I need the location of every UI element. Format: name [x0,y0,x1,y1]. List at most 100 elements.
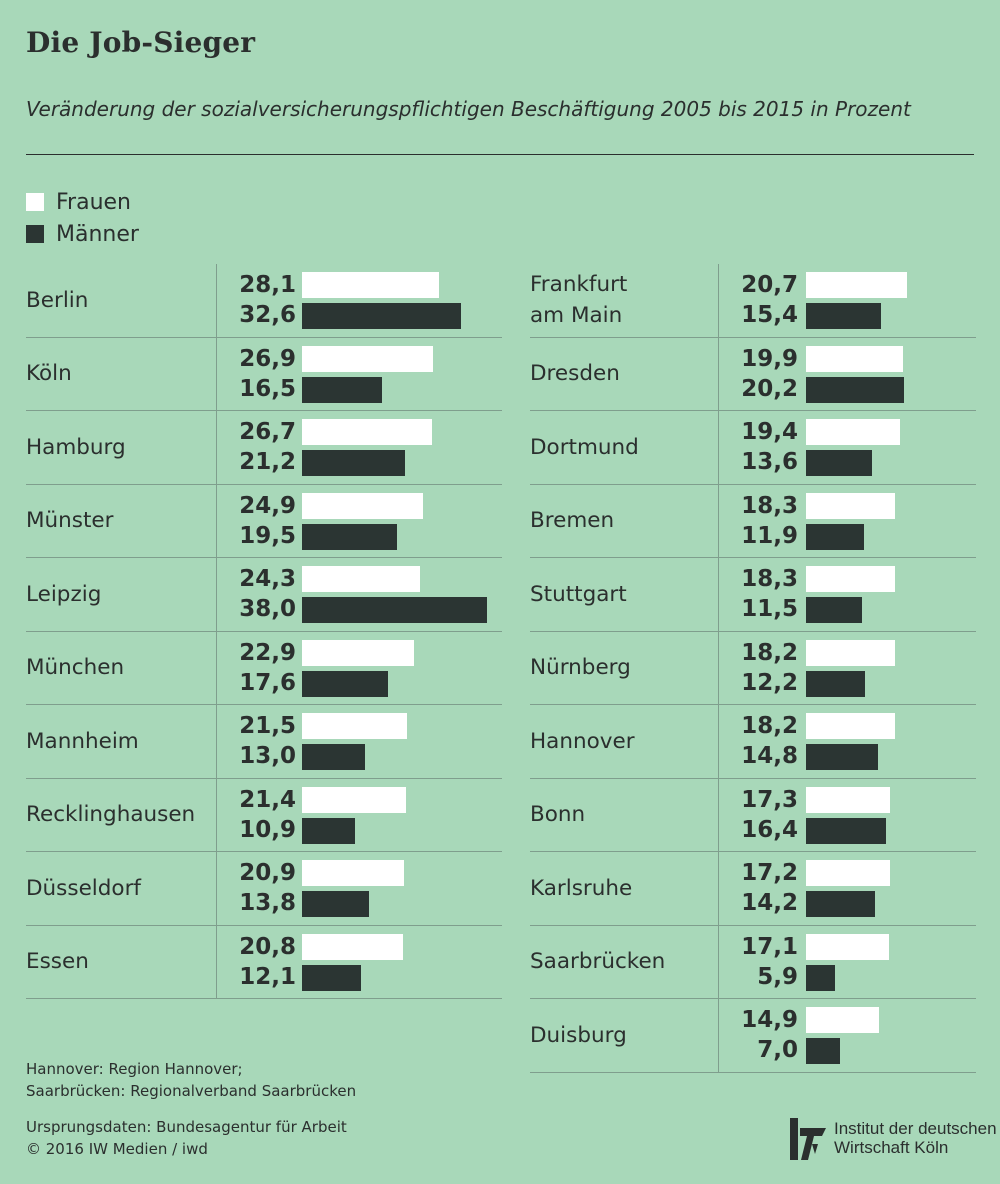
data-label-maenner: 13,0 [239,743,296,769]
bar-maenner [302,450,406,476]
city-label-line: Mannheim [26,728,139,754]
city-label: Bonn [530,779,585,852]
city-label-line: Münster [26,508,114,534]
bar-frauen [806,419,901,445]
city-label-text: Berlin [26,285,88,316]
bar-maenner [806,744,879,770]
bar-frauen [806,345,903,372]
city-label: Stuttgart [530,558,627,631]
bar-frauen [302,566,421,592]
bar-maenner [806,670,866,697]
data-label-frauen: 21,4 [239,786,296,813]
data-label-maenner: 7,0 [757,1037,798,1063]
data-label-maenner: 32,6 [239,302,296,328]
value-labels: 18,3 11,5 [718,558,808,631]
logo-line-2: Wirtschaft Köln [834,1138,949,1157]
city-label: Mannheim [26,705,139,778]
value-labels: 20,8 12,1 [216,925,306,998]
data-label-frauen: 17,3 [741,786,798,813]
city-label-line: Köln [26,361,72,387]
data-label-maenner: 12,2 [741,669,798,696]
bar-frauen [806,933,890,960]
bar-frauen [806,1007,879,1033]
footnote-hannover: Hannover: Region Hannover; [26,1060,243,1078]
data-label-maenner: 38,0 [239,596,296,622]
value-labels: 18,2 12,2 [718,631,808,704]
value-labels: 18,3 11,9 [718,484,808,557]
city-label: Hannover [530,705,635,778]
city-label: Leipzig [26,558,101,631]
city-label-line: Stuttgart [530,581,627,607]
bar-maenner [302,744,366,770]
chart-row: Hamburg 26,7 21,2 [26,411,502,485]
iw-logo-text: Institut der deutschen Wirtschaft Köln [834,1119,997,1157]
city-label: Recklinghausen [26,779,195,852]
chart-subtitle: Veränderung der sozialversicherungspflic… [26,97,911,121]
chart-row: Nürnberg 18,2 12,2 [530,631,976,705]
header-divider [26,154,974,155]
bar-frauen [302,860,404,886]
bar-frauen [806,786,891,813]
data-label-frauen: 24,9 [239,492,296,519]
data-label-frauen: 17,1 [741,933,798,960]
city-label-line: Frankfurt [530,272,628,298]
data-label-maenner: 13,6 [741,449,798,475]
bar-maenner [302,670,388,697]
value-labels: 28,1 32,6 [216,264,306,337]
city-label-line: Bremen [530,508,615,534]
legend-label-frauen: Frauen [56,189,132,215]
value-labels: 20,7 15,4 [718,264,808,337]
city-label: Essen [26,926,89,999]
city-label: Hamburg [26,411,126,484]
city-label-line: Bonn [530,802,586,828]
bar-maenner [806,523,864,550]
value-labels: 19,9 20,2 [718,337,808,410]
chart-row: Hannover 18,2 14,8 [530,705,976,779]
bar-maenner [302,817,356,844]
chart-row: Frankfurt am Main 20,7 15,4 [530,264,976,338]
city-label-text: Köln [26,358,72,389]
chart-title: Die Job-Sieger [26,26,256,59]
city-label-text: Bonn [530,799,585,830]
source-line: Ursprungsdaten: Bundesagentur für Arbeit [26,1118,347,1136]
value-labels: 21,5 13,0 [216,705,306,778]
city-label-line: Dortmund [530,434,639,460]
bar-maenner [806,376,905,403]
city-label: Frankfurt am Main [530,264,627,337]
city-label-line: Essen [26,949,89,975]
city-label: Saarbrücken [530,926,665,999]
city-label-text: Düsseldorf [26,873,141,904]
chart-row: Stuttgart 18,3 11,5 [530,558,976,632]
data-label-maenner: 5,9 [757,963,798,990]
bar-frauen [806,566,896,592]
data-label-frauen: 18,2 [741,713,798,739]
footnote-saarbruecken: Saarbrücken: Regionalverband Saarbrücken [26,1082,357,1100]
value-labels: 17,3 16,4 [718,778,808,851]
city-label: Dortmund [530,411,639,484]
data-label-frauen: 24,3 [239,566,296,592]
bar-frauen [806,272,907,298]
bar-frauen [302,639,414,666]
city-label-text: Hannover [530,726,635,757]
value-labels: 26,9 16,5 [216,337,306,410]
data-label-frauen: 19,9 [741,345,798,372]
data-label-frauen: 20,8 [239,933,296,960]
data-label-maenner: 15,4 [741,302,798,328]
chart-row: Karlsruhe 17,2 14,2 [530,852,976,926]
city-label: Duisburg [530,999,627,1072]
chart-column-right: Frankfurt am Main 20,7 15,4 Dresden 19,9 20,2 D… [530,264,976,1073]
city-label-text: Mannheim [26,726,139,757]
data-label-maenner: 21,2 [239,449,296,475]
city-label-text: Nürnberg [530,652,631,683]
value-labels: 17,1 5,9 [718,925,808,998]
copyright-line: © 2016 IW Medien / iwd [26,1140,208,1158]
data-label-frauen: 21,5 [239,713,296,739]
city-label-line: Hannover [530,728,635,754]
data-label-frauen: 20,9 [239,860,296,886]
chart-column-left: Berlin 28,1 32,6 Köln 26,9 16,5 Hamburg 26,7 21,… [26,264,502,999]
bar-maenner [302,303,461,329]
chart-row: Bonn 17,3 16,4 [530,778,976,852]
bar-maenner [302,597,488,623]
bar-frauen [302,786,407,813]
iw-logo-icon [790,1118,826,1160]
